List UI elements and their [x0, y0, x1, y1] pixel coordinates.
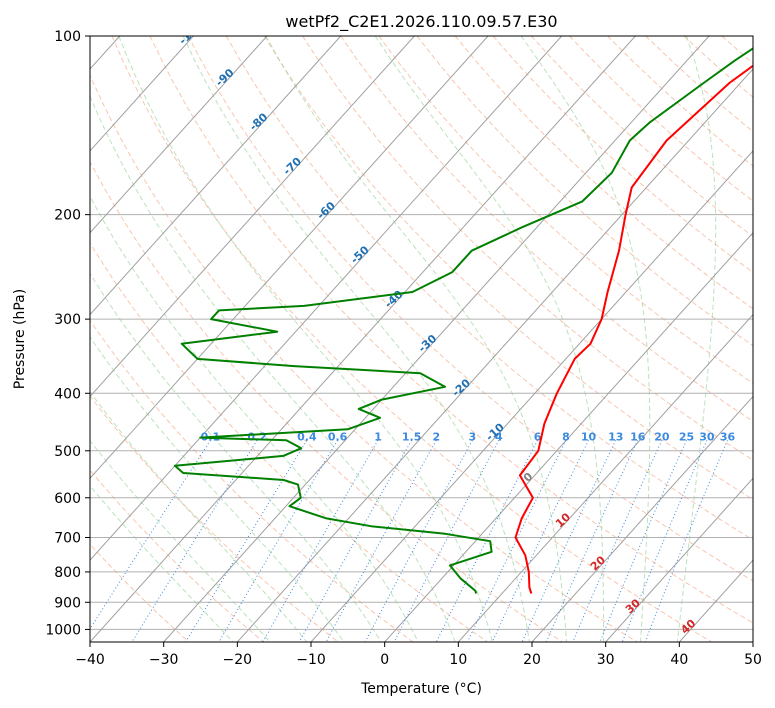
x-tick-label: −30	[149, 652, 179, 668]
mixing-ratio-label: 4	[495, 430, 503, 443]
mixing-ratio-label: 36	[720, 430, 736, 443]
mixing-ratio-line	[435, 440, 538, 642]
x-tick-label: −10	[296, 652, 326, 668]
isotherm-line	[236, 68, 753, 642]
x-tick-label: 50	[744, 652, 762, 668]
mixing-ratio-label: 0.6	[328, 430, 348, 443]
mixing-ratio-line	[90, 440, 211, 630]
y-axis-title: Pressure (hPa)	[12, 289, 28, 389]
isotherm-line	[90, 36, 268, 234]
mixing-ratio-label: 0.4	[297, 430, 317, 443]
mixing-ratio-line	[466, 440, 567, 642]
isotherm-line	[90, 36, 563, 561]
mixing-ratio-label: 1.5	[402, 430, 422, 443]
isotherm-line	[310, 150, 753, 642]
x-tick-label: 10	[449, 652, 467, 668]
isotherm-line	[531, 395, 753, 642]
chart-title: wetPf2_C2E1.2026.110.09.57.E30	[285, 12, 557, 32]
dry-adiabat-line	[90, 242, 489, 642]
y-tick-label: 500	[54, 444, 81, 460]
dry-adiabat-line	[149, 36, 753, 624]
isotherm-line	[605, 477, 753, 642]
profile-series	[173, 47, 753, 594]
isotherm-line	[90, 36, 636, 642]
y-tick-label: 700	[54, 531, 81, 547]
isotherm-line	[90, 36, 194, 152]
y-tick-label: 200	[54, 208, 81, 224]
mixing-ratio-line	[599, 440, 687, 642]
y-tick-label: 900	[54, 595, 81, 611]
y-tick-label: 1000	[45, 622, 81, 638]
isotherm-line	[163, 36, 710, 642]
x-tick-label: 30	[597, 652, 615, 668]
mixing-ratio-line	[491, 440, 590, 642]
dry-adiabat-line	[111, 36, 713, 642]
mixing-ratio-label: 10	[581, 430, 597, 443]
x-tick-label: 0	[380, 652, 389, 668]
axes: −40 −30 −20 −10 0 10 20 30 40 5010020030040050060…	[45, 29, 762, 668]
dry-adiabat-line	[263, 36, 753, 501]
mixing-ratio-label: 3	[469, 430, 477, 443]
y-tick-label: 800	[54, 565, 81, 581]
mixing-ratio-label: 6	[534, 430, 542, 443]
mixing-ratio-label: 8	[562, 430, 570, 443]
x-tick-label: 40	[670, 652, 688, 668]
mixing-ratio-line	[364, 440, 473, 642]
isotherm-label: -100	[176, 19, 205, 47]
plot-frame	[89, 35, 754, 643]
dry-adiabat-line	[454, 36, 753, 310]
mixing-ratio-label: 30	[699, 430, 715, 443]
mixing-ratio-label: 0.2	[247, 430, 267, 443]
isotherm-line	[90, 36, 342, 316]
dry-adiabat-line	[225, 36, 753, 541]
x-tick-label: −20	[223, 652, 253, 668]
y-tick-label: 400	[54, 386, 81, 402]
x-axis-title: Temperature (°C)	[360, 681, 482, 697]
y-tick-label: 100	[54, 29, 81, 45]
x-tick-label: 20	[523, 652, 541, 668]
temperature-profile-line	[514, 64, 753, 594]
mixing-ratio-label: 16	[630, 430, 646, 443]
mixing-ratio-line	[131, 440, 258, 642]
isotherm-line	[457, 313, 753, 642]
mixing-ratio-label: 2	[433, 430, 441, 443]
y-tick-label: 600	[54, 491, 81, 507]
mixing-ratio-line	[572, 440, 663, 642]
mixing-ratio-label: 13	[608, 430, 623, 443]
y-tick-label: 300	[54, 312, 81, 328]
mixing-ratio-lines	[90, 440, 728, 642]
isotherm-lines	[90, 36, 753, 642]
x-tick-label: −40	[75, 652, 105, 668]
mixing-ratio-label: 25	[679, 430, 694, 443]
dry-adiabat-line	[187, 36, 753, 582]
mixing-ratio-label: 1	[374, 430, 382, 443]
mixing-ratio-label: 20	[654, 430, 670, 443]
isotherm-line	[384, 231, 753, 642]
dewpoint-profile-line	[173, 47, 753, 594]
mixing-ratio-line	[262, 440, 379, 642]
grid-lines	[90, 36, 753, 630]
isotherm-line	[90, 36, 415, 398]
